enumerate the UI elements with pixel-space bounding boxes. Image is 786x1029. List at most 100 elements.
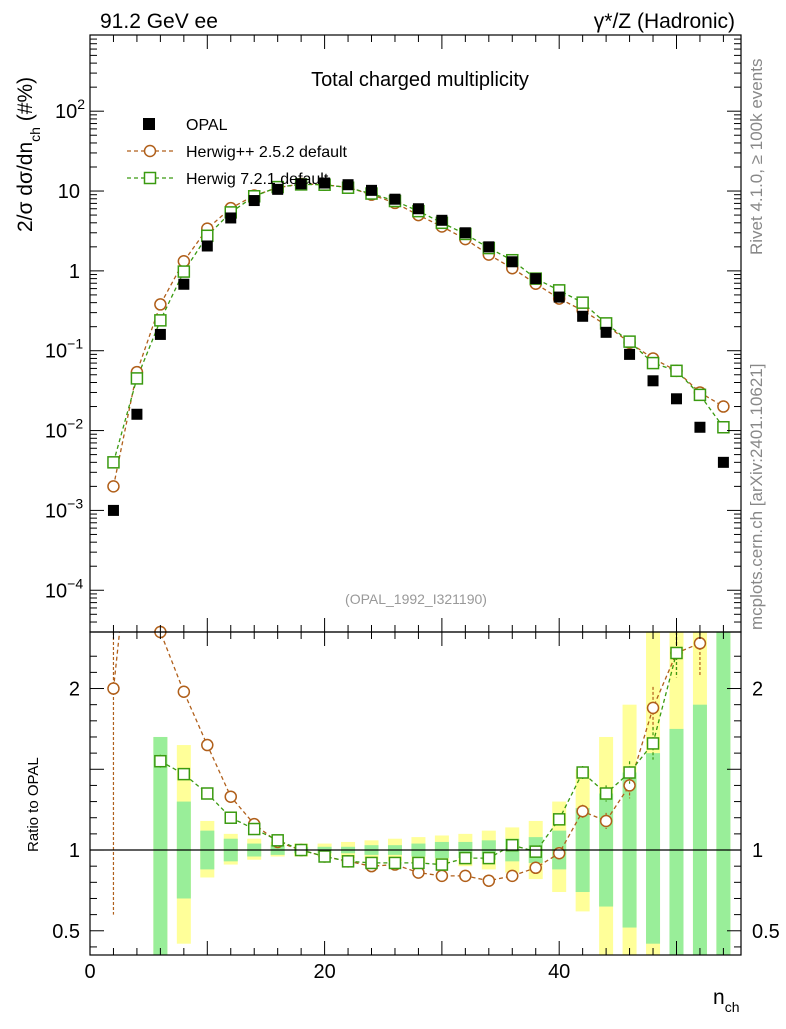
legend-label: Herwig 7.2.1 default xyxy=(186,171,329,188)
ratio-point xyxy=(599,787,613,800)
opal-point xyxy=(272,183,284,195)
mc-point xyxy=(693,388,707,402)
opal-point xyxy=(178,278,190,290)
ratio-point xyxy=(576,766,589,779)
opal-point xyxy=(624,348,636,360)
mc-point xyxy=(177,265,191,278)
ratio-point xyxy=(552,813,566,826)
ratio-point xyxy=(177,685,191,699)
side-text-bottom: mcplots.cern.ch [arXiv:2401.10621] xyxy=(747,364,766,630)
ratio-tick-label-left: 1 xyxy=(69,840,80,862)
y-tick-label: 10−3 xyxy=(45,495,83,522)
ratio-tick-label-left: 0.5 xyxy=(52,921,80,943)
mc-point xyxy=(107,456,120,469)
opal-point xyxy=(107,504,119,516)
opal-point xyxy=(319,177,331,189)
ratio-point xyxy=(318,850,331,863)
ratio-point xyxy=(435,858,449,871)
band-stat xyxy=(153,736,168,955)
legend-label: Herwig++ 2.5.2 default xyxy=(186,144,348,161)
ratio-point xyxy=(459,869,472,883)
band-stat xyxy=(669,728,684,955)
band-stat xyxy=(716,632,731,955)
opal-point xyxy=(201,240,213,252)
band-stat xyxy=(646,753,661,944)
ratio-point xyxy=(154,754,167,768)
opal-point xyxy=(506,256,518,268)
mc-point xyxy=(107,480,120,493)
mc-point xyxy=(623,335,636,348)
mc-point xyxy=(154,314,167,327)
band-stat xyxy=(692,704,707,955)
ratio-frame xyxy=(89,631,742,956)
mc-point xyxy=(177,255,191,268)
ratio-point xyxy=(529,861,542,875)
x-tick-label: 20 xyxy=(313,961,335,983)
ratio-point xyxy=(646,737,660,750)
ratio-point xyxy=(576,805,589,818)
ratio-point xyxy=(646,701,660,715)
chart-title: Total charged multiplicity xyxy=(311,69,529,91)
ratio-point xyxy=(271,834,284,847)
opal-point xyxy=(342,179,354,191)
ratio-point xyxy=(435,869,449,883)
mc-point xyxy=(717,421,730,434)
opal-point xyxy=(600,326,612,338)
ratio-point xyxy=(506,838,519,852)
ratio-point xyxy=(341,855,355,868)
legend: OPAL Herwig++ 2.5.2 default Herwig 7.2.1 d… xyxy=(127,117,348,188)
opal-point xyxy=(553,291,565,303)
opal-point xyxy=(483,241,495,253)
mc-point xyxy=(717,400,730,413)
ratio-tick-label-left: 2 xyxy=(69,679,80,701)
opal-point xyxy=(154,328,166,340)
ratio-point xyxy=(201,787,214,800)
opal-point xyxy=(459,227,471,239)
ratio-tick-label-right: 2 xyxy=(752,679,763,701)
y-tick-label: 10 xyxy=(58,181,80,203)
ratio-point xyxy=(506,869,519,883)
legend-marker xyxy=(143,171,157,185)
ratio-tick-label-right: 1 xyxy=(752,840,763,862)
mc-point xyxy=(201,229,214,243)
mc-point xyxy=(646,356,660,370)
legend-marker-opal xyxy=(143,118,155,130)
ratio-point xyxy=(459,851,472,865)
opal-point xyxy=(717,456,729,468)
opal-point xyxy=(366,184,378,196)
x-tick-label: 0 xyxy=(84,961,95,983)
opal-point xyxy=(694,421,706,433)
ratio-point xyxy=(365,856,378,870)
header-right: γ*/Z (Hadronic) xyxy=(594,10,735,33)
analysis-label: (OPAL_1992_I321190) xyxy=(345,591,487,607)
ratio-point xyxy=(623,779,636,792)
ratio-point xyxy=(107,682,120,695)
ratio-point xyxy=(247,822,261,836)
mc-point xyxy=(670,364,683,378)
y-tick-label: 1 xyxy=(69,261,80,283)
ratio-point xyxy=(388,856,402,870)
opal-point xyxy=(389,193,401,205)
ratio-axis-title: Ratio to OPAL xyxy=(25,757,42,852)
ratio-point xyxy=(224,790,238,803)
ratio-point xyxy=(693,637,707,650)
legend-label: OPAL xyxy=(186,117,228,134)
ratio-point xyxy=(552,847,566,860)
mc-point xyxy=(154,298,167,311)
mc-point xyxy=(130,372,144,385)
opal-point xyxy=(436,214,448,226)
side-text-top: Rivet 4.1.0, ≥ 100k events xyxy=(747,59,766,255)
opal-point xyxy=(530,273,542,285)
ratio-point xyxy=(599,814,613,828)
ratio-point xyxy=(201,738,214,752)
ratio-point xyxy=(412,856,425,870)
ratio-point xyxy=(224,811,238,824)
ratio-point xyxy=(670,646,683,660)
opal-point xyxy=(295,178,307,190)
opal-point xyxy=(647,375,659,387)
opal-point xyxy=(248,195,260,207)
opal-point xyxy=(131,408,143,420)
opal-point xyxy=(412,203,424,215)
